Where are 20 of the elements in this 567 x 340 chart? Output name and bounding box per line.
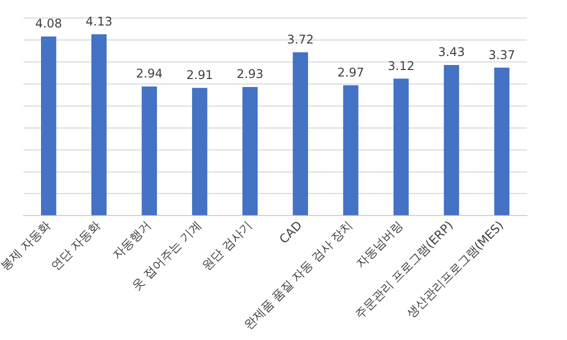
data-label: 2.93 <box>236 67 264 82</box>
bar <box>494 68 510 216</box>
bar <box>142 86 157 216</box>
bar <box>91 34 107 216</box>
data-label: 2.94 <box>136 66 163 81</box>
data-label: 4.08 <box>35 16 62 31</box>
bar <box>292 52 308 216</box>
bar <box>242 86 258 216</box>
data-label: 4.13 <box>86 14 112 28</box>
bar <box>444 65 460 216</box>
bar <box>192 88 208 216</box>
data-label: 3.12 <box>388 58 414 73</box>
data-label: 2.91 <box>186 68 214 82</box>
data-label: 3.37 <box>488 48 516 62</box>
bar <box>343 85 358 216</box>
bar <box>393 78 409 216</box>
data-label: 3.72 <box>287 32 314 46</box>
data-label: 3.43 <box>438 45 465 60</box>
bar <box>41 36 56 216</box>
data-label: 2.97 <box>337 65 364 80</box>
